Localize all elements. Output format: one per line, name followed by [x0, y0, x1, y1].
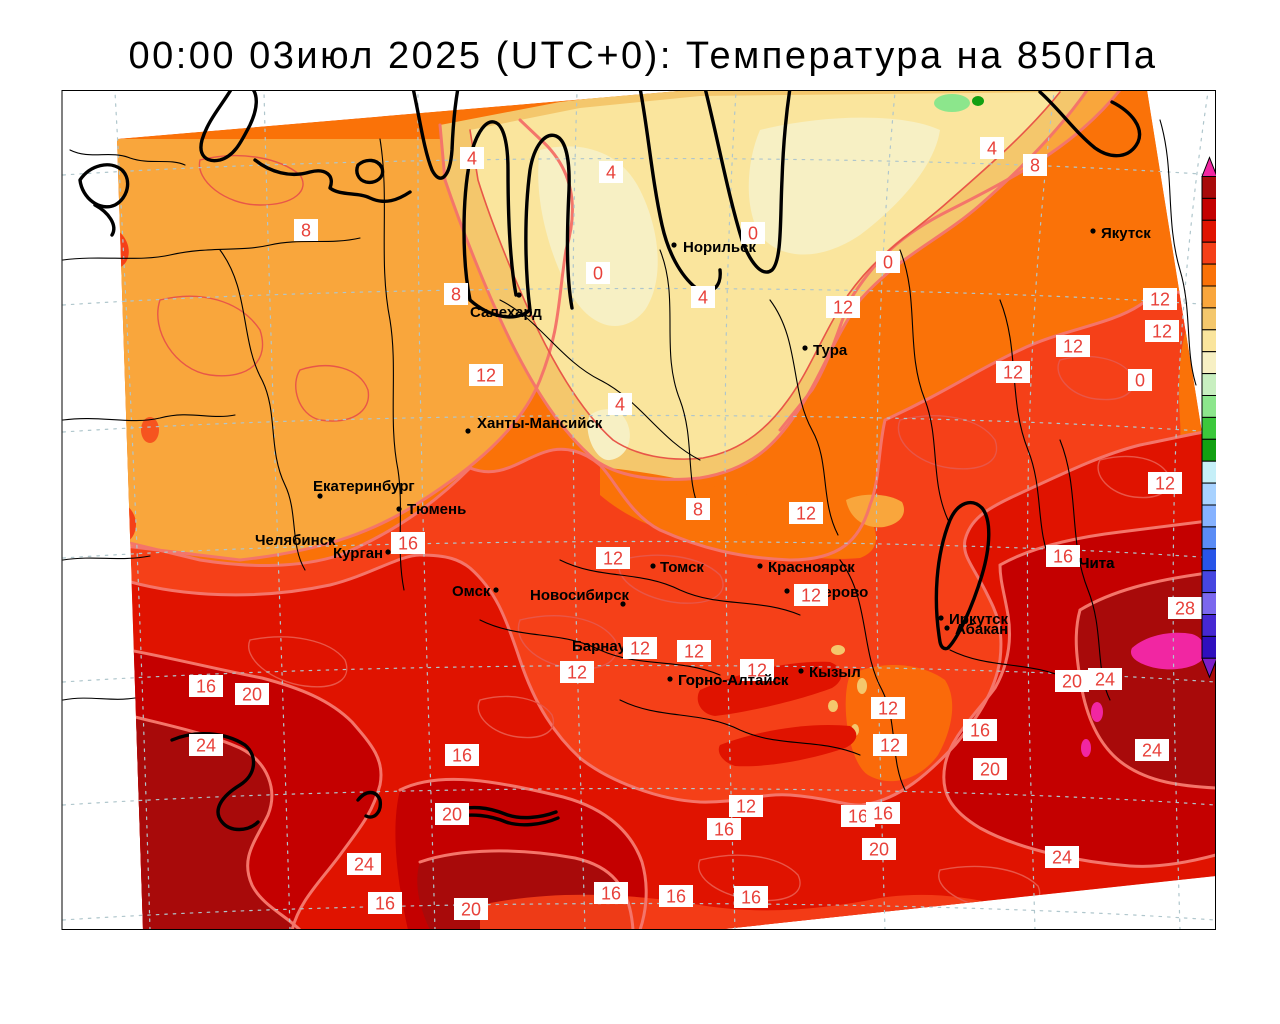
svg-text:8: 8 — [301, 221, 311, 241]
svg-text:Барнаул: Барнаул — [572, 638, 635, 655]
svg-text:Курган: Курган — [333, 545, 383, 562]
svg-text:4: 4 — [467, 149, 477, 169]
svg-text:16: 16 — [666, 887, 686, 907]
svg-text:16: 16 — [398, 534, 418, 554]
svg-text:Томск: Томск — [660, 559, 704, 576]
svg-text:8: 8 — [451, 285, 461, 305]
svg-text:12: 12 — [796, 504, 816, 524]
svg-text:24: 24 — [196, 736, 216, 756]
svg-text:12: 12 — [630, 639, 650, 659]
svg-text:12: 12 — [1155, 474, 1175, 494]
svg-text:20: 20 — [869, 840, 889, 860]
svg-text:Чита: Чита — [1079, 555, 1115, 572]
svg-text:20: 20 — [1062, 672, 1082, 692]
svg-text:12: 12 — [567, 663, 587, 683]
svg-text:28: 28 — [1175, 599, 1195, 619]
svg-text:Омск: Омск — [452, 583, 491, 600]
svg-text:Салехард: Салехард — [470, 304, 542, 321]
svg-text:16: 16 — [196, 677, 216, 697]
svg-text:Ханты-Мансийск: Ханты-Мансийск — [477, 415, 603, 432]
svg-text:20: 20 — [461, 900, 481, 920]
svg-text:12: 12 — [1152, 322, 1172, 342]
svg-text:12: 12 — [1063, 337, 1083, 357]
svg-text:Абакан: Абакан — [955, 621, 1008, 638]
svg-text:20: 20 — [442, 805, 462, 825]
svg-text:12: 12 — [1003, 363, 1023, 383]
svg-text:4: 4 — [987, 139, 997, 159]
svg-text:4: 4 — [698, 288, 708, 308]
svg-text:12: 12 — [684, 642, 704, 662]
svg-text:24: 24 — [1052, 848, 1072, 868]
svg-text:20: 20 — [980, 760, 1000, 780]
svg-text:Новосибирск: Новосибирск — [530, 587, 630, 604]
svg-text:24: 24 — [354, 855, 374, 875]
svg-text:Якутск: Якутск — [1101, 225, 1151, 242]
svg-text:20: 20 — [242, 685, 262, 705]
svg-text:16: 16 — [970, 721, 990, 741]
svg-text:4: 4 — [606, 163, 616, 183]
svg-text:12: 12 — [880, 736, 900, 756]
svg-text:0: 0 — [883, 253, 893, 273]
svg-text:16: 16 — [873, 804, 893, 824]
svg-text:24: 24 — [1142, 741, 1162, 761]
svg-text:24: 24 — [1095, 670, 1115, 690]
svg-text:Тюмень: Тюмень — [407, 501, 466, 518]
svg-text:12: 12 — [878, 699, 898, 719]
svg-text:Норильск: Норильск — [683, 239, 756, 256]
svg-text:8: 8 — [693, 500, 703, 520]
svg-text:16: 16 — [848, 807, 868, 827]
svg-text:4: 4 — [615, 395, 625, 415]
svg-text:Иркутск: Иркутск — [949, 611, 1008, 628]
svg-text:0: 0 — [748, 224, 758, 244]
svg-text:12: 12 — [833, 298, 853, 318]
svg-text:Тура: Тура — [813, 342, 848, 359]
svg-text:12: 12 — [476, 366, 496, 386]
svg-text:12: 12 — [736, 797, 756, 817]
svg-text:12: 12 — [747, 661, 767, 681]
svg-text:12: 12 — [801, 586, 821, 606]
svg-text:16: 16 — [714, 820, 734, 840]
svg-text:Горно-Алтайск: Горно-Алтайск — [678, 672, 789, 689]
svg-text:00:00 03июл 2025 (UTC+0): Темп: 00:00 03июл 2025 (UTC+0): Температура на… — [128, 35, 1157, 77]
svg-text:16: 16 — [741, 888, 761, 908]
svg-text:Чита: Чита — [1079, 555, 1115, 572]
svg-text:16: 16 — [1053, 547, 1073, 567]
svg-text:16: 16 — [375, 894, 395, 914]
svg-text:Челябинск: Челябинск — [255, 532, 336, 549]
svg-text:Красноярск: Красноярск — [768, 559, 855, 576]
svg-text:16: 16 — [601, 884, 621, 904]
svg-text:0: 0 — [593, 264, 603, 284]
svg-text:Кызыл: Кызыл — [809, 664, 861, 681]
svg-text:12: 12 — [1150, 290, 1170, 310]
svg-text:8: 8 — [1030, 156, 1040, 176]
svg-text:12: 12 — [603, 549, 623, 569]
svg-text:0: 0 — [1135, 371, 1145, 391]
svg-text:Екатеринбург: Екатеринбург — [313, 478, 415, 495]
svg-text:16: 16 — [452, 746, 472, 766]
